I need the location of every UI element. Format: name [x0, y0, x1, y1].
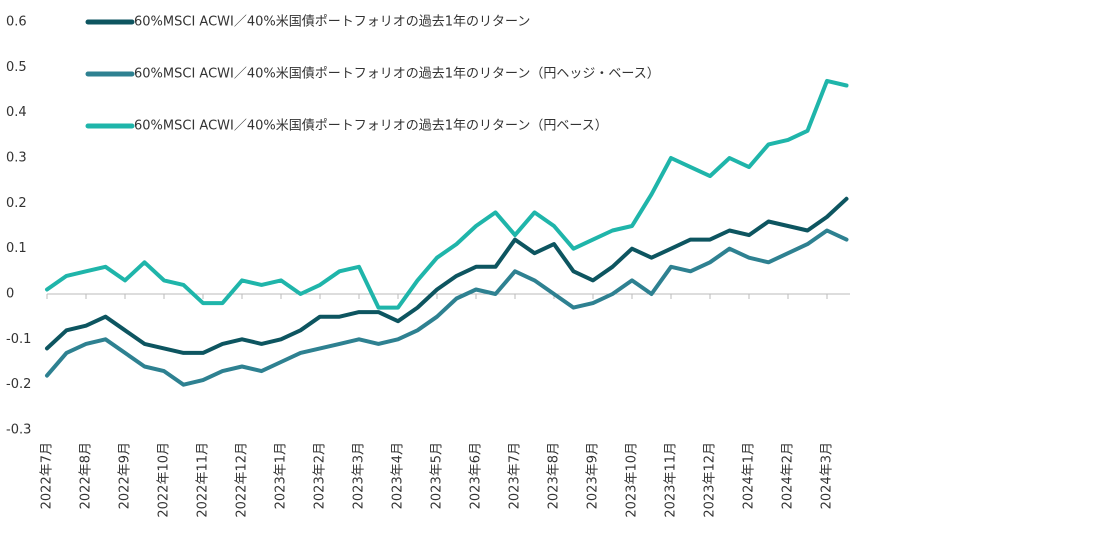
y-tick-label: -0.1: [6, 332, 31, 347]
y-tick-label: 0: [6, 287, 14, 302]
x-tick-label: 2023年8月: [547, 442, 562, 509]
x-tick-label: 2023年9月: [586, 442, 601, 509]
y-tick-label: 0.2: [6, 196, 27, 211]
x-tick-label: 2023年4月: [391, 442, 406, 509]
y-tick-label: 0.4: [6, 105, 27, 120]
x-tick-label: 2022年8月: [79, 442, 94, 509]
x-tick-label: 2024年1月: [742, 442, 757, 509]
x-tick-label: 2022年9月: [118, 442, 133, 509]
x-tick-label: 2024年2月: [781, 442, 796, 509]
y-tick-label: 0.6: [6, 15, 27, 30]
x-tick-label: 2023年11月: [664, 442, 679, 518]
legend-label: 60%MSCI ACWI／40%米国債ポートフォリオの過去1年のリターン: [134, 15, 530, 30]
y-tick-label: -0.2: [6, 377, 31, 392]
legend-label: 60%MSCI ACWI／40%米国債ポートフォリオの過去1年のリターン（円ヘッ…: [134, 67, 660, 82]
x-tick-label: 2023年7月: [508, 442, 523, 509]
x-tick-label: 2022年7月: [40, 442, 55, 509]
x-tick-label: 2022年12月: [235, 442, 250, 518]
x-tick-label: 2023年1月: [274, 442, 289, 509]
series-line: [45, 228, 849, 387]
x-tick-label: 2023年5月: [430, 442, 445, 509]
series-line: [45, 196, 849, 355]
y-tick-label: 0.5: [6, 60, 27, 75]
x-tick-label: 2023年12月: [703, 442, 718, 518]
x-tick-label: 2024年3月: [820, 442, 835, 509]
x-tick-label: 2023年2月: [313, 442, 328, 509]
y-tick-label: -0.3: [6, 423, 31, 438]
y-tick-label: 0.3: [6, 151, 27, 166]
legend-label: 60%MSCI ACWI／40%米国債ポートフォリオの過去1年のリターン（円ベー…: [134, 119, 608, 134]
x-tick-label: 2022年11月: [196, 442, 211, 518]
x-tick-label: 2023年3月: [352, 442, 367, 509]
x-tick-label: 2022年10月: [157, 442, 172, 518]
x-tick-label: 2023年6月: [469, 442, 484, 509]
series-line: [45, 78, 849, 310]
y-tick-label: 0.1: [6, 241, 27, 256]
x-tick-label: 2023年10月: [625, 442, 640, 518]
